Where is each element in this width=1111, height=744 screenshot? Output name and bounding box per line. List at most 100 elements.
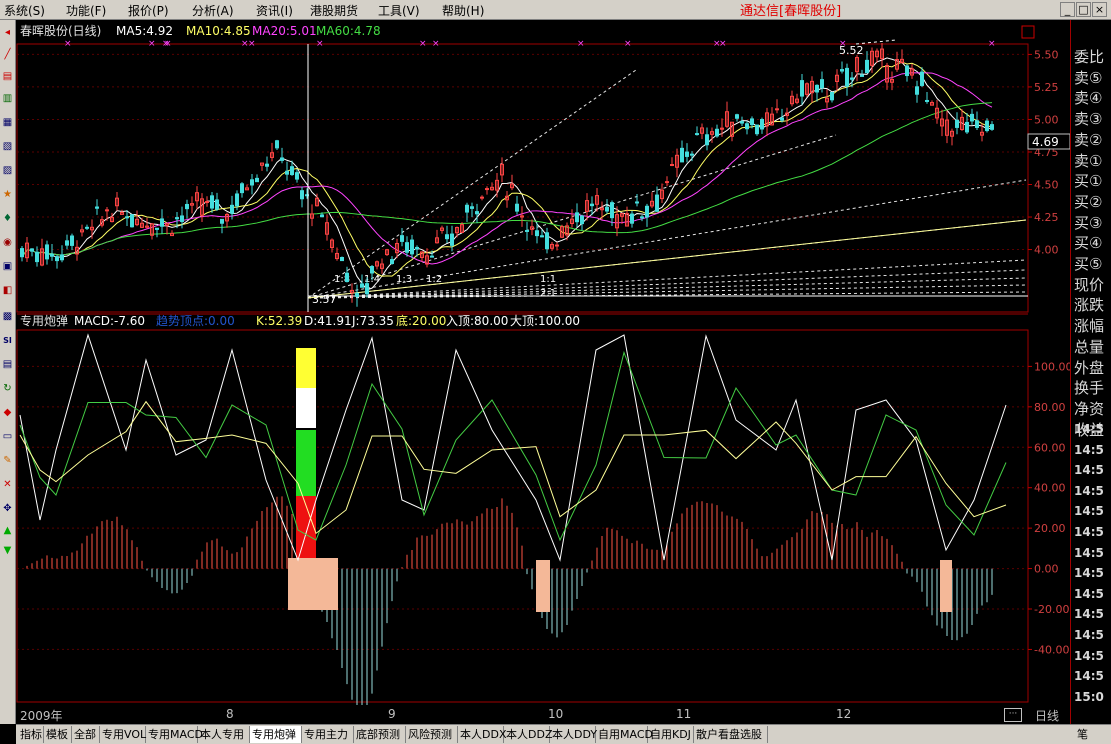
indicator-tab[interactable]: 专用MACD [148,726,203,743]
candle-body [795,98,799,103]
gann-line [307,277,1027,299]
signal-block [536,560,550,612]
indicator-tab[interactable]: 自用KDJ [648,726,694,743]
candle-body [235,193,239,207]
quote-field-label: 买② [1074,192,1103,211]
window-icon[interactable]: ▣ [2,261,13,272]
indicator-tab[interactable]: 本人DDZ [506,726,553,743]
back-icon[interactable]: ◂ [4,27,11,38]
indicator-tab[interactable]: 指标 [20,726,44,743]
candle-body [325,222,329,235]
period-label[interactable]: 日线 [1035,709,1060,723]
maximize-button[interactable]: □ [1076,2,1091,17]
tick-time: 14:5 [1074,442,1104,457]
candle-body [495,179,499,191]
finance-icon[interactable]: ◉ [3,237,12,248]
note-icon[interactable]: ▩ [2,311,13,322]
menu-analysis[interactable]: 分析(A) [192,4,234,18]
indicator-tab[interactable]: 全部 [72,726,100,743]
close-button[interactable]: × [1092,2,1107,17]
si-icon[interactable]: SI [3,336,12,345]
panel-toggle-icon[interactable] [1021,25,1035,39]
indicator-tab[interactable]: 散户看盘选股 [694,726,768,743]
menu-tools[interactable]: 工具(V) [378,4,420,18]
indicator-tab[interactable]: 风险预测 [406,726,458,743]
signal-mark: × [164,39,172,49]
signal-block [296,430,316,496]
signal-mark: × [148,39,156,49]
fund-icon[interactable]: ♦ [3,213,12,224]
menu-function[interactable]: 功能(F) [66,4,107,18]
k-label: K:52.39 [256,314,302,328]
indicator-tab[interactable]: 本人DDY [552,726,598,743]
list-icon[interactable]: ▦ [2,117,13,128]
candle-body [655,194,659,212]
page-icon[interactable]: ▤ [2,359,13,370]
app-title: 通达信[春晖股份] [740,4,842,19]
ma60-label: MA60:4.78 [316,24,381,38]
quote-field-label: 总量 [1074,337,1105,356]
pencil-icon[interactable]: ✎ [3,455,12,466]
candle-body [535,230,539,237]
chart-area[interactable]: 春晖股份(日线) MA5:4.92 MA10:4.85 MA20:5.01 MA… [16,20,1071,705]
more-icon[interactable]: ··· [1004,708,1022,722]
indicator-tab[interactable]: 本人DDX [460,726,507,743]
menu-help[interactable]: 帮助(H) [442,4,485,18]
star-icon[interactable]: ★ [3,189,12,200]
candle-body [580,215,584,225]
candle-icon[interactable]: ▥ [2,93,13,104]
minimize-button[interactable]: _ [1060,2,1075,17]
arrow-down-icon[interactable]: ▼ [3,545,12,556]
candle-body [35,251,39,263]
quote-field-label: 买④ [1074,234,1103,253]
candle-body [755,124,759,135]
print-icon[interactable]: ▭ [2,431,13,442]
candle-body [390,259,394,265]
move-icon[interactable]: ✥ [3,503,12,514]
candle-body [690,153,694,156]
gann-ratio-label: 2:1 [540,288,556,299]
indicator-tick-label: -40.00 [1034,643,1069,656]
line-tool-icon[interactable]: ╱ [4,49,11,60]
indicator-tab[interactable]: 本人专用 [198,726,250,743]
menu-hk-futures[interactable]: 港股期货 [310,4,359,18]
arrow-up-icon[interactable]: ▲ [3,525,12,536]
tick-time: 14:5 [1074,566,1104,581]
tick-time: 14:5 [1074,669,1104,684]
refresh-icon[interactable]: ↻ [3,383,12,394]
menu-info[interactable]: 资讯(I) [256,4,293,18]
trade-icon[interactable]: ◧ [2,285,13,296]
candle-body [160,218,164,227]
alert-icon[interactable]: ◆ [3,407,12,418]
candle-body [90,226,94,231]
menu-quote[interactable]: 报价(P) [128,4,169,18]
quote-field-label: 卖② [1074,130,1103,149]
menu-system[interactable]: 系统(S) [4,4,45,18]
candle-body [420,251,424,258]
candle-body [425,255,429,265]
gann-ratio-label: 1:8 [334,274,350,285]
candle-body [525,229,529,232]
indicator-tab[interactable]: 专用VOL [102,726,147,743]
candle-body [110,216,114,223]
eraser-icon[interactable]: ✕ [3,479,12,490]
price-tick-label: 4.00 [1034,244,1059,257]
table-icon[interactable]: ▧ [2,141,13,152]
signal-mark: × [988,39,996,49]
candle-body [835,74,839,82]
indicator-tab[interactable]: 专用炮弹 [250,726,302,743]
candle-body [385,249,389,256]
candle-body [450,233,454,246]
candle-body [605,206,609,212]
indicator-tab[interactable]: 自用MACD [598,726,653,743]
quote-field-label: 净资 [1074,399,1105,418]
indicator-tab[interactable]: 底部预测 [354,726,406,743]
gann-line [307,269,1027,299]
candle-body [915,86,919,95]
candle-body [840,69,844,72]
indicator-tab[interactable]: 模板 [44,726,72,743]
indicator-tick-label: 100.00 [1034,360,1071,373]
chart-icon[interactable]: ▤ [2,71,13,82]
report-icon[interactable]: ▨ [2,165,13,176]
indicator-tab[interactable]: 专用主力 [302,726,354,743]
